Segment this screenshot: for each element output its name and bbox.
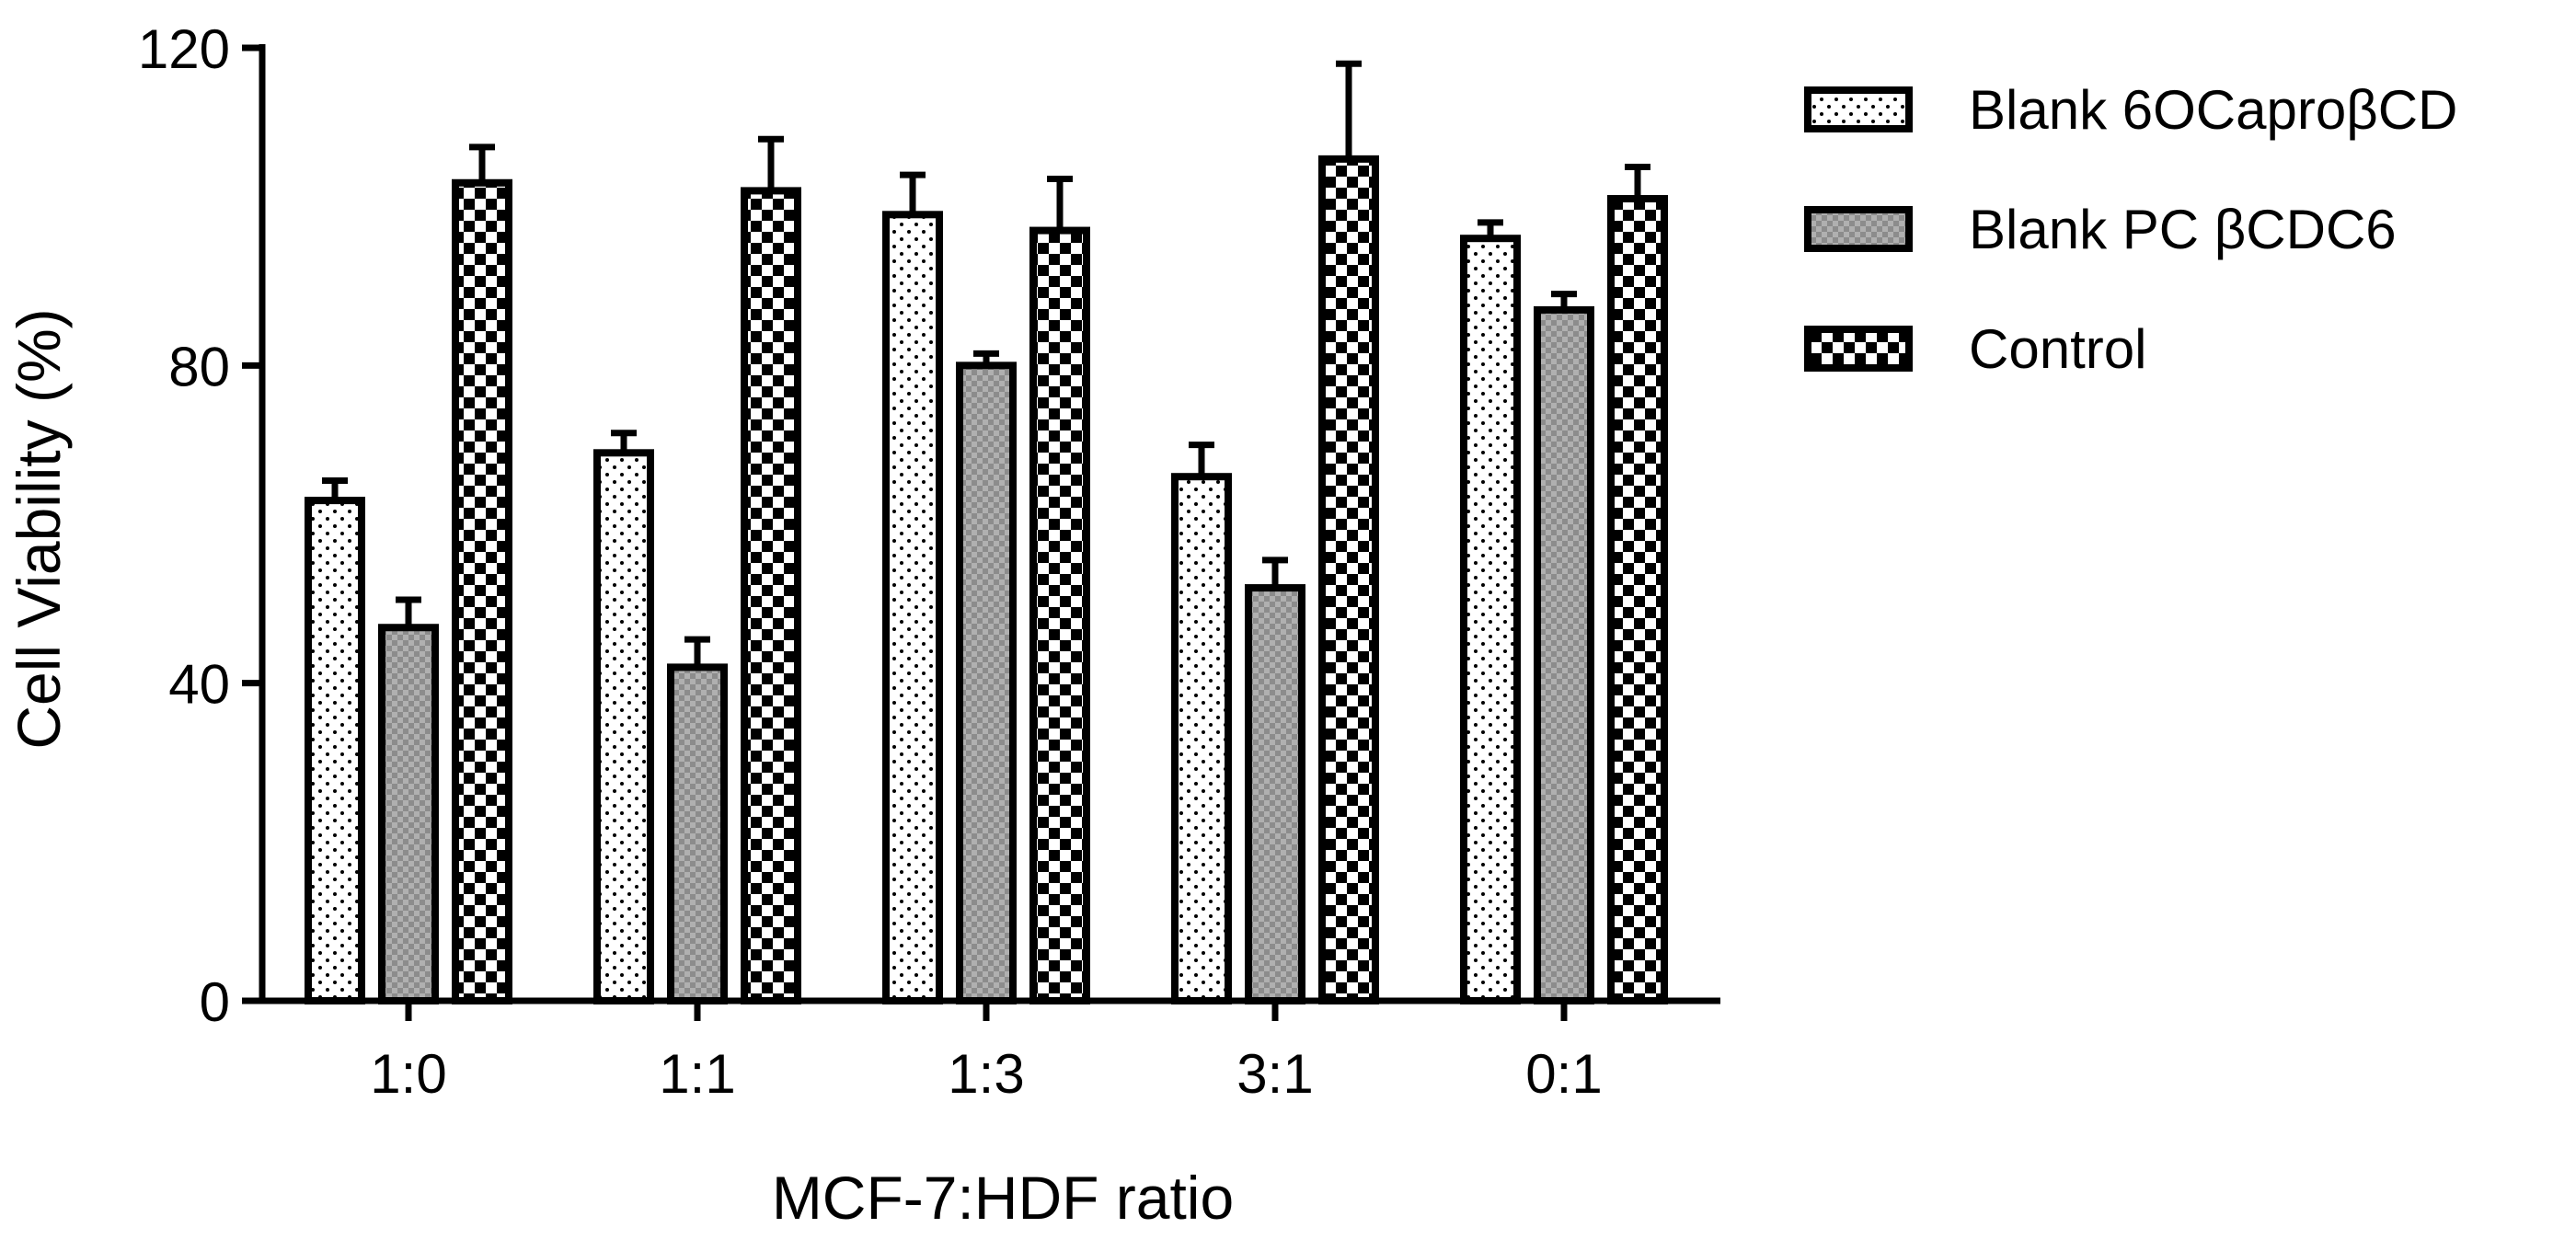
bar (956, 362, 1017, 1005)
legend-label: Blank PC βCDC6 (1969, 199, 2397, 260)
bar-group (305, 178, 512, 1004)
y-axis (242, 44, 266, 1004)
legend-item: Blank PC βCDC6 (1804, 199, 2397, 260)
bar (1171, 473, 1232, 1004)
bar (305, 497, 365, 1004)
bar (667, 663, 728, 1005)
bar-groups (305, 155, 1668, 1005)
bar (378, 624, 439, 1004)
bar (882, 211, 943, 1005)
x-axis-title: MCF-7:HDF ratio (772, 1164, 1234, 1232)
error-bars (322, 60, 1650, 668)
legend-swatch (1804, 86, 1913, 132)
y-tick-label: 120 (138, 18, 230, 80)
bar (1460, 235, 1521, 1004)
bar (1029, 226, 1090, 1005)
legend-label: Blank 6OCaproβCD (1969, 79, 2457, 141)
x-axis (259, 997, 1720, 1021)
bar (1245, 584, 1305, 1004)
bar (593, 449, 654, 1004)
legend-item: Blank 6OCaproβCD (1804, 79, 2457, 141)
y-axis-title: Cell Viability (%) (5, 308, 73, 749)
bar (741, 187, 801, 1004)
legend-label: Control (1969, 318, 2146, 380)
legend-item: Control (1804, 318, 2146, 380)
x-tick-label: 3:1 (1236, 1043, 1313, 1105)
bar-group (1460, 195, 1668, 1005)
bar (1534, 305, 1594, 1004)
bar (1318, 155, 1379, 1005)
bar-group (882, 211, 1090, 1005)
legend-swatch (1804, 206, 1913, 252)
y-tick-labels: 0 40 80 120 (138, 18, 230, 1033)
y-tick-label: 0 (200, 971, 230, 1033)
legend-swatch (1804, 326, 1913, 372)
y-tick-label: 40 (168, 654, 230, 716)
x-tick-label: 0:1 (1525, 1043, 1602, 1105)
bar-group (593, 187, 801, 1005)
x-tick-labels: 1:0 1:1 1:3 3:1 0:1 (370, 1043, 1602, 1105)
legend: Blank 6OCaproβCD Blank PC βCDC6 Control (1804, 79, 2457, 380)
x-tick-label: 1:0 (370, 1043, 446, 1105)
x-tick-label: 1:3 (948, 1043, 1024, 1105)
bar (452, 178, 512, 1004)
x-tick-label: 1:1 (659, 1043, 735, 1105)
bar (1607, 195, 1668, 1005)
y-tick-label: 80 (168, 336, 230, 397)
